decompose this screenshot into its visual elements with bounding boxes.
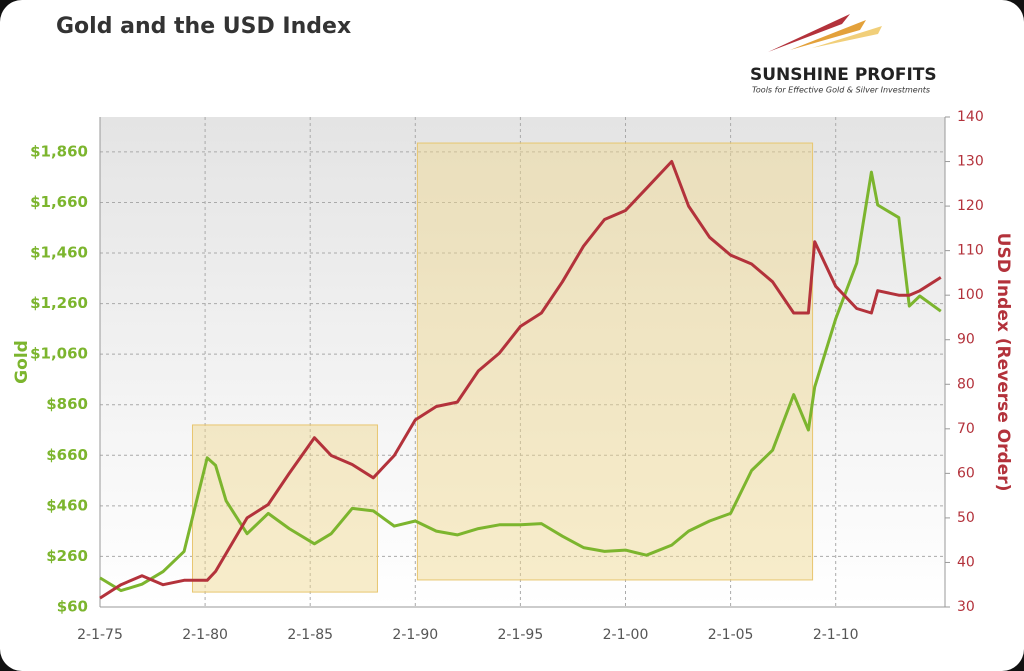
y-tick-label: $1,460	[30, 244, 88, 262]
logo-tagline: Tools for Effective Gold & Silver Invest…	[752, 86, 930, 95]
x-tick-label: 2-1-90	[392, 627, 438, 643]
logo: SUNSHINE PROFITS Tools for Effective Gol…	[750, 14, 937, 95]
logo-swoosh	[768, 14, 850, 52]
y2-tick-label: 100	[957, 287, 984, 303]
y-tick-label: $60	[57, 598, 88, 616]
y-axis-title: Gold	[12, 340, 32, 384]
y2-tick-label: 60	[957, 465, 975, 481]
y2-tick-label: 30	[957, 599, 975, 615]
chart-title: Gold and the USD Index	[56, 14, 351, 39]
y-tick-label: $1,260	[30, 294, 88, 312]
y-tick-label: $1,860	[30, 142, 88, 160]
y-tick-label: $1,660	[30, 193, 88, 211]
logo-swoosh	[790, 20, 866, 50]
y2-tick-label: 130	[957, 154, 984, 170]
y-tick-label: $860	[46, 395, 88, 413]
y-tick-label: $1,060	[30, 345, 88, 363]
x-tick-label: 2-1-10	[813, 627, 859, 643]
y2-tick-label: 110	[957, 243, 984, 259]
y2-tick-label: 90	[957, 332, 975, 348]
y2-tick-label: 140	[957, 109, 984, 125]
y-tick-label: $660	[46, 446, 88, 464]
series-line	[99, 160, 942, 600]
y2-tick-label: 70	[957, 421, 975, 437]
y2-tick-label: 40	[957, 554, 975, 570]
y2-tick-label: 50	[957, 510, 975, 526]
x-tick-label: 2-1-85	[287, 627, 333, 643]
y2-tick-label: 120	[957, 198, 984, 214]
x-tick-label: 2-1-05	[708, 627, 754, 643]
logo-swoosh	[812, 26, 882, 48]
y2-tick-label: 80	[957, 376, 975, 392]
y-tick-label: $260	[46, 547, 88, 565]
x-tick-label: 2-1-00	[603, 627, 649, 643]
logo-name: SUNSHINE PROFITS	[750, 65, 937, 85]
x-tick-label: 2-1-95	[498, 627, 544, 643]
y2-axis-title: USD Index (Reverse Order)	[993, 233, 1013, 492]
highlight-box	[416, 142, 814, 581]
x-tick-label: 2-1-80	[182, 627, 228, 643]
series-line	[99, 170, 942, 593]
x-tick-label: 2-1-75	[77, 627, 123, 643]
highlight-box	[191, 424, 378, 593]
y-tick-label: $460	[46, 496, 88, 514]
